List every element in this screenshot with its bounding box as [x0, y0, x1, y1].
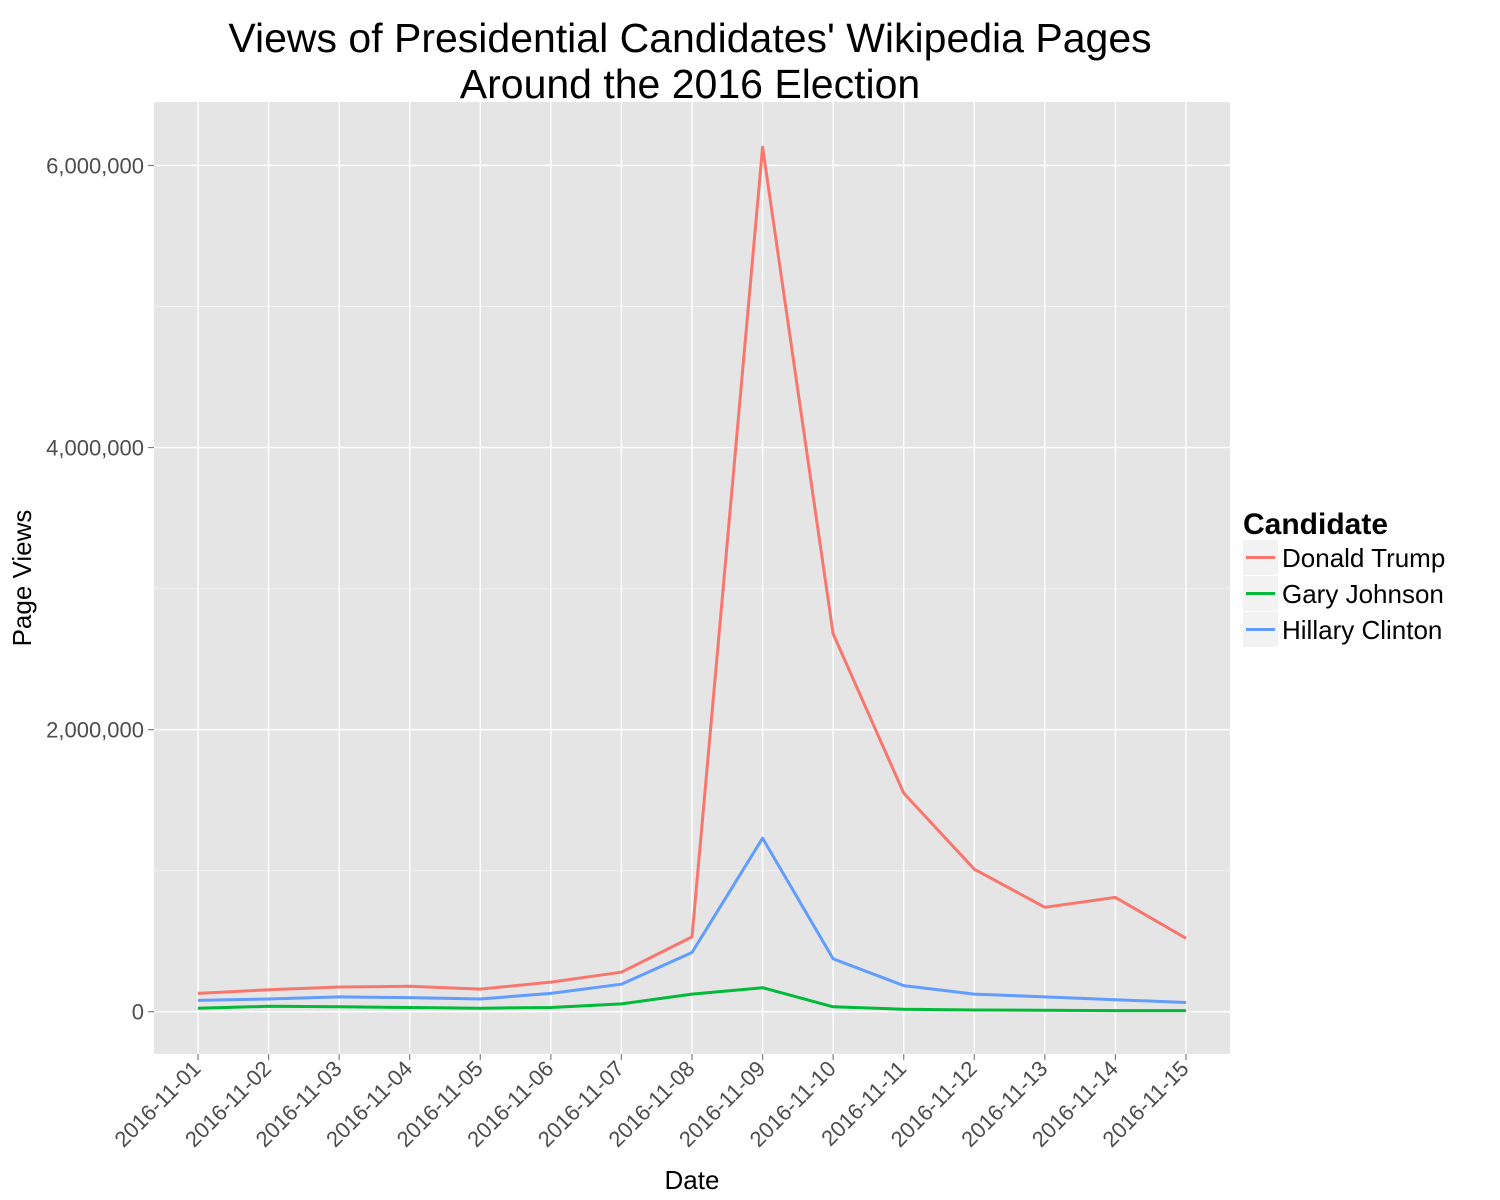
series-line-hillary-clinton [197, 836, 1187, 1004]
series-lines [197, 145, 1187, 1013]
legend-item-hillary-clinton: Hillary Clinton [1243, 612, 1442, 647]
legend-label: Hillary Clinton [1282, 615, 1442, 645]
y-tick-label: 6,000,000 [46, 153, 144, 178]
legend-item-gary-johnson: Gary Johnson [1243, 576, 1444, 611]
grid-lines [154, 102, 1230, 1054]
y-tick-label: 4,000,000 [46, 436, 144, 461]
legend-label: Gary Johnson [1282, 579, 1444, 609]
y-tick-label: 0 [132, 1000, 144, 1025]
legend-label: Donald Trump [1282, 543, 1445, 573]
series-line-donald-trump [197, 145, 1187, 995]
legend-title: Candidate [1243, 508, 1388, 541]
legend: Candidate Donald Trump Gary Johnson Hillar… [1243, 508, 1445, 647]
y-axis-label: Page Views [7, 510, 37, 647]
y-tick-label: 2,000,000 [46, 718, 144, 743]
chart-title-line-1: Views of Presidential Candidates' Wikipe… [228, 15, 1151, 61]
x-axis-label: Date [665, 1165, 720, 1195]
series-line-gary-johnson [197, 986, 1186, 1013]
legend-item-donald-trump: Donald Trump [1243, 540, 1445, 575]
chart-title-line-2: Around the 2016 Election [460, 61, 920, 107]
